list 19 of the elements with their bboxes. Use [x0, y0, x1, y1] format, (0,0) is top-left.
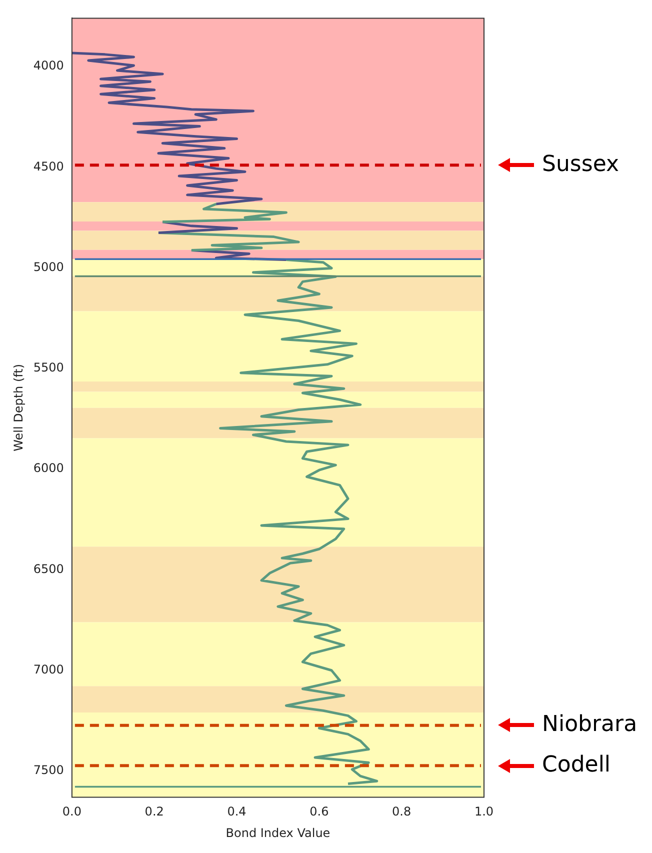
y-tick-label: 5500	[33, 360, 64, 375]
x-tick-label: 0.2	[144, 804, 164, 819]
ref-line-label: Sussex	[542, 152, 619, 177]
ref-line-label: Codell	[542, 752, 611, 778]
y-tick-label: 6000	[33, 461, 64, 476]
y-axis-title: Well Depth (ft)	[11, 364, 26, 452]
y-tick-label: 7000	[33, 662, 64, 677]
y-tick-label: 7500	[33, 763, 64, 778]
x-tick-label: 0.8	[392, 804, 412, 819]
x-tick-label: 0.4	[227, 804, 246, 819]
y-tick-label: 4500	[33, 159, 64, 174]
x-tick-label: 0.0	[62, 804, 82, 819]
x-tick-label: 1.0	[474, 804, 494, 819]
x-tick-label: 0.6	[310, 804, 329, 819]
y-tick-label: 6500	[33, 562, 64, 576]
y-tick-label: 4000	[33, 58, 64, 73]
ref-line-label: Niobrara	[542, 712, 638, 738]
y-tick-label: 5000	[33, 260, 64, 274]
x-axis-title: Bond Index Value	[226, 826, 330, 840]
